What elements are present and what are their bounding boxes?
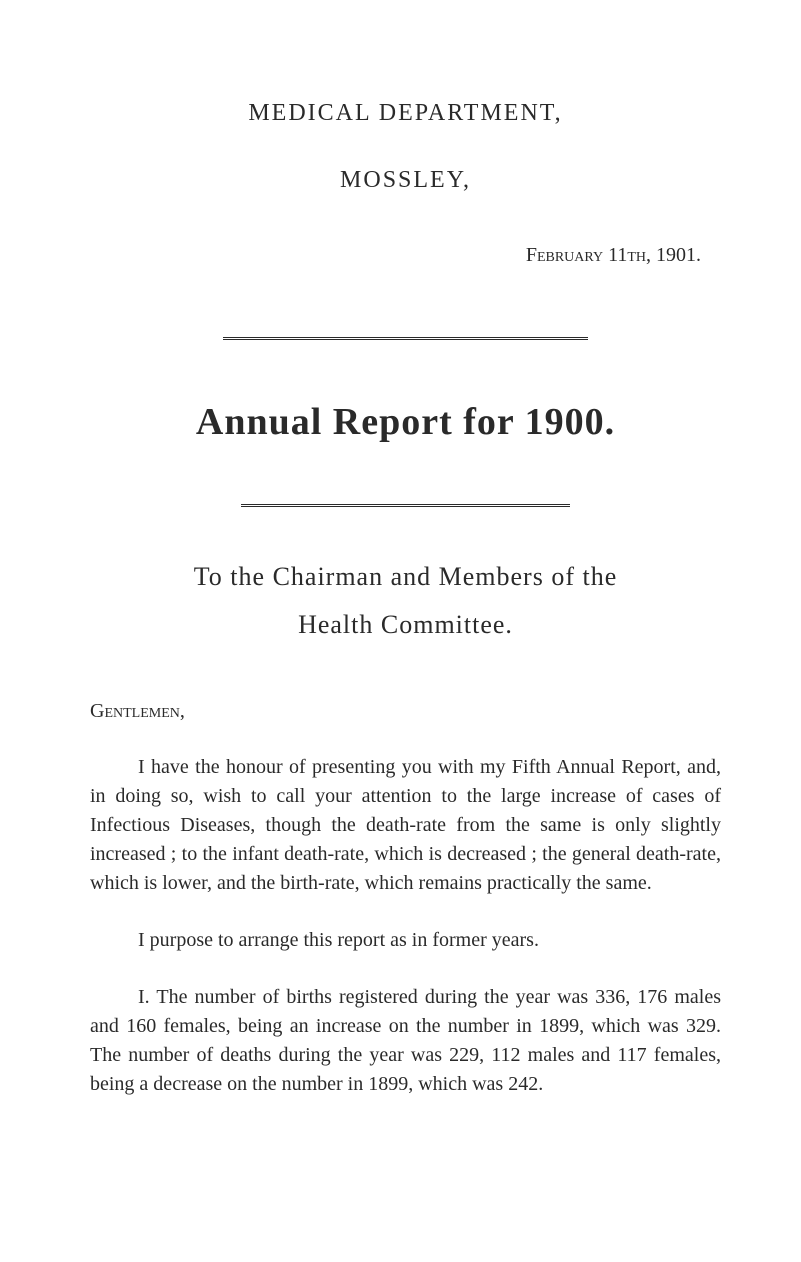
paragraph-2: I purpose to arrange this report as in f…: [90, 926, 721, 955]
divider-rule-top: [223, 337, 589, 340]
salutation: Gentlemen,: [90, 700, 721, 723]
divider-rule-mid: [241, 504, 569, 507]
document-page: MEDICAL DEPARTMENT, MOSSLEY, February 11…: [0, 0, 801, 1167]
report-title: Annual Report for 1900.: [90, 400, 721, 444]
place-name: MOSSLEY,: [90, 167, 721, 194]
paragraph-3: I. The number of births registered durin…: [90, 983, 721, 1099]
date-line: February 11th, 1901.: [90, 244, 721, 267]
addressee-line-2: Health Committee.: [90, 610, 721, 640]
addressee-line-1: To the Chairman and Members of the: [90, 562, 721, 592]
paragraph-1: I have the honour of presenting you with…: [90, 753, 721, 898]
department-header: MEDICAL DEPARTMENT,: [90, 100, 721, 127]
